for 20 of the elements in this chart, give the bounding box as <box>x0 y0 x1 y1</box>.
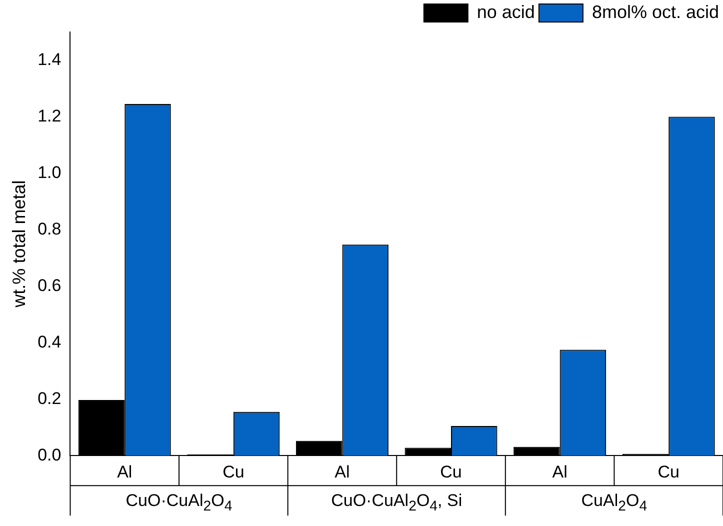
y-tick-label: 0.0 <box>38 445 62 464</box>
y-tick-label: 0.6 <box>38 276 62 295</box>
y-tick-label: 0.2 <box>38 388 62 408</box>
y-tick-label: 1.2 <box>38 106 62 126</box>
y-tick-label: 1.0 <box>38 162 62 182</box>
x-tick-label: Cu <box>440 462 462 482</box>
y-axis-title: wt.% total metal <box>8 180 29 308</box>
x-tick-label: Cu <box>222 462 244 482</box>
legend-label: 8mol% oct. acid <box>592 2 720 22</box>
y-tick-label: 0.4 <box>38 332 62 352</box>
x-tick-label: Al <box>334 462 350 482</box>
x-tick-label: Cu <box>658 462 680 482</box>
legend-label: no acid <box>476 2 535 22</box>
text: CuAl$_{2}$O$_{4}$ <box>580 490 648 514</box>
x-tick-label: Al <box>117 462 132 482</box>
text: CuO·CuAl$_{2}$O$_{4}$ <box>124 490 234 514</box>
x-tick-label: Al <box>552 462 568 482</box>
y-tick-label: 0.8 <box>38 219 62 238</box>
y-tick-label: 1.4 <box>38 50 62 69</box>
text: CuO·CuAl$_{2}$O$_{4}$, Si <box>330 490 464 514</box>
